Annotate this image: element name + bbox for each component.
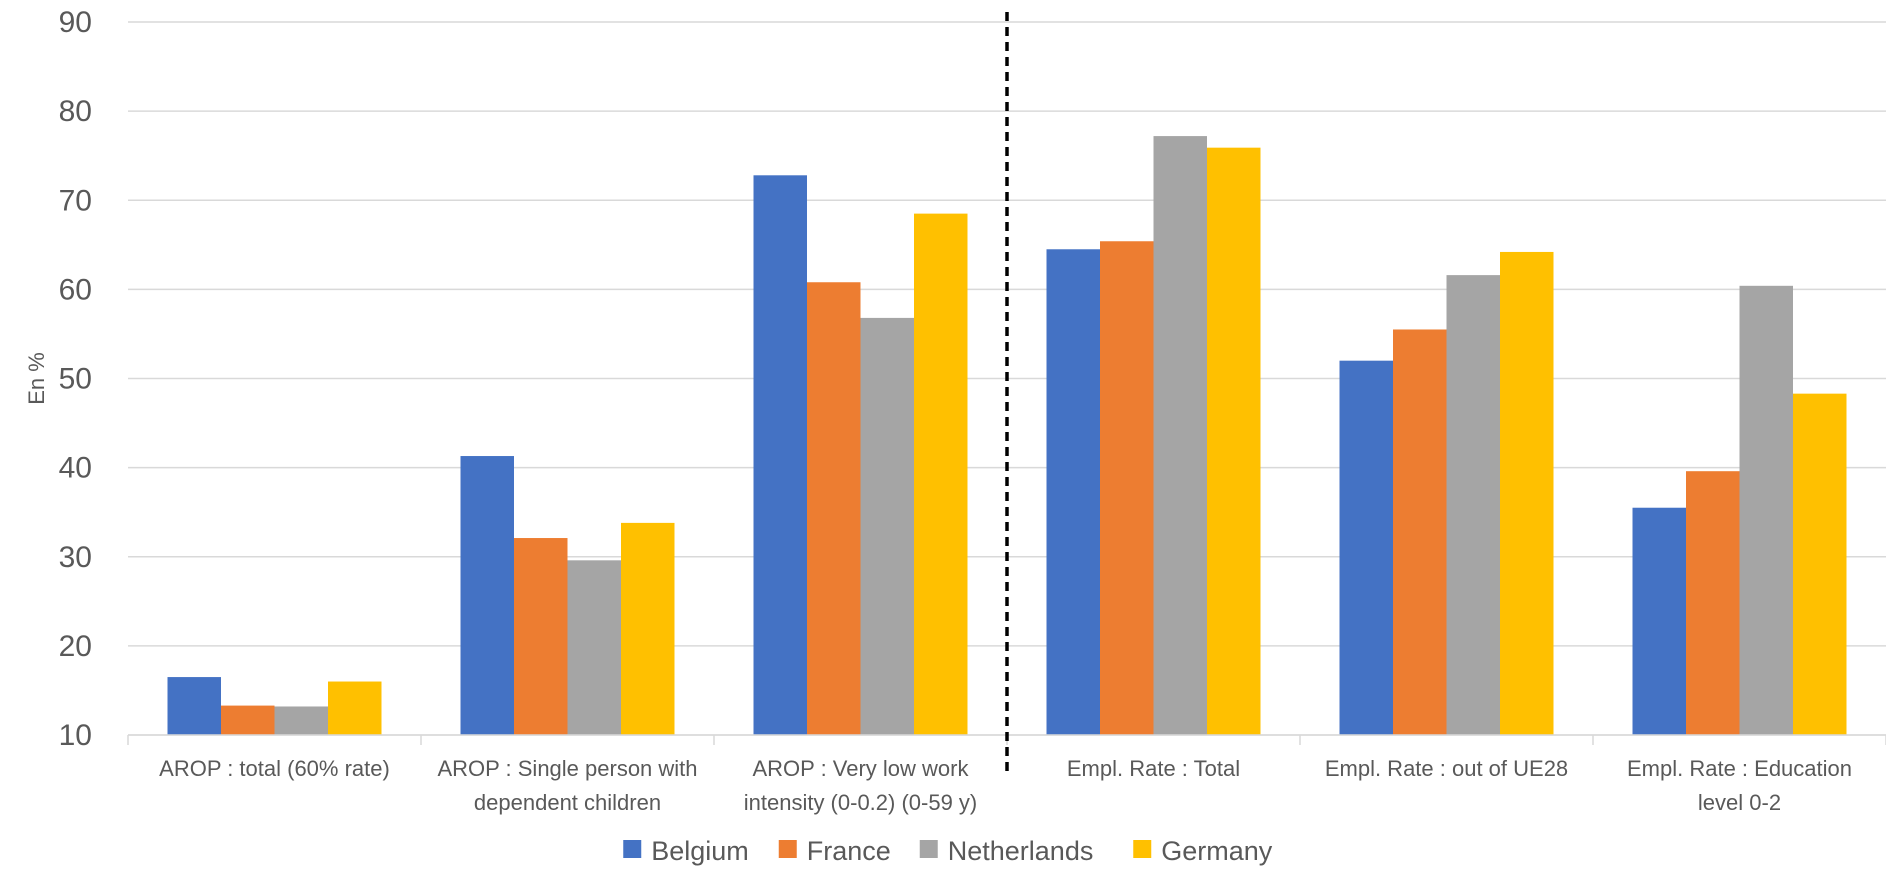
legend-swatch-germany: [1133, 840, 1152, 858]
category-label: AROP : Single person with: [437, 756, 697, 781]
category-label: dependent children: [474, 790, 661, 815]
bar-netherlands-4: [1446, 275, 1500, 735]
bar-france-2: [807, 282, 861, 735]
bar-france-5: [1686, 471, 1740, 735]
bar-germany-3: [1207, 147, 1261, 735]
bar-netherlands-0: [274, 706, 328, 735]
bar-netherlands-3: [1153, 136, 1207, 735]
category-label: intensity (0-0.2) (0-59 y): [744, 790, 978, 815]
bar-france-4: [1393, 329, 1447, 735]
bars: [167, 136, 1847, 736]
bar-germany-2: [914, 213, 968, 735]
bar-belgium-5: [1632, 507, 1686, 735]
bar-germany-1: [621, 522, 675, 735]
legend-swatch-netherlands: [919, 840, 938, 858]
bar-germany-0: [328, 681, 382, 735]
category-label: AROP : total (60% rate): [159, 756, 390, 781]
bar-france-1: [514, 538, 568, 735]
y-axis-title: En %: [24, 352, 49, 405]
bar-belgium-2: [753, 175, 807, 736]
bar-germany-4: [1500, 251, 1554, 735]
bar-france-3: [1100, 241, 1154, 735]
y-tick-label: 40: [59, 452, 92, 485]
bar-netherlands-2: [860, 317, 914, 735]
y-tick-label: 70: [59, 184, 92, 217]
legend-swatch-belgium: [623, 840, 642, 858]
legend: Belgium France Netherlands Germany: [623, 836, 1273, 866]
category-label: Empl. Rate : out of UE28: [1325, 756, 1568, 781]
y-tick-label: 60: [59, 273, 92, 306]
y-tick-label: 90: [59, 6, 92, 39]
legend-label-netherlands: Netherlands: [948, 836, 1094, 866]
bar-belgium-4: [1339, 360, 1393, 735]
y-tick-label: 80: [59, 95, 92, 128]
bar-france-0: [221, 705, 275, 735]
y-tick-label: 10: [59, 719, 92, 752]
x-axis: AROP : total (60% rate) AROP : Single per…: [127, 734, 1886, 815]
y-tick-label: 30: [59, 541, 92, 574]
legend-label-belgium: Belgium: [651, 836, 749, 866]
bar-belgium-0: [167, 677, 221, 735]
y-tick-label: 20: [59, 630, 92, 663]
legend-label-france: France: [807, 836, 891, 866]
bar-netherlands-1: [567, 560, 621, 735]
bar-germany-5: [1793, 393, 1847, 735]
bar-netherlands-5: [1739, 285, 1793, 735]
bar-belgium-3: [1046, 249, 1100, 736]
category-label: Empl. Rate : Education: [1627, 756, 1852, 781]
category-label: level 0-2: [1698, 790, 1781, 815]
bar-belgium-1: [460, 456, 514, 735]
y-tick-label: 50: [59, 363, 92, 396]
category-label: Empl. Rate : Total: [1067, 756, 1240, 781]
y-axis-ticks: 10 20 30 40 50 60 70 80 90: [59, 6, 92, 752]
category-label: AROP : Very low work: [753, 756, 970, 781]
legend-swatch-france: [778, 840, 797, 858]
legend-label-germany: Germany: [1161, 836, 1273, 866]
